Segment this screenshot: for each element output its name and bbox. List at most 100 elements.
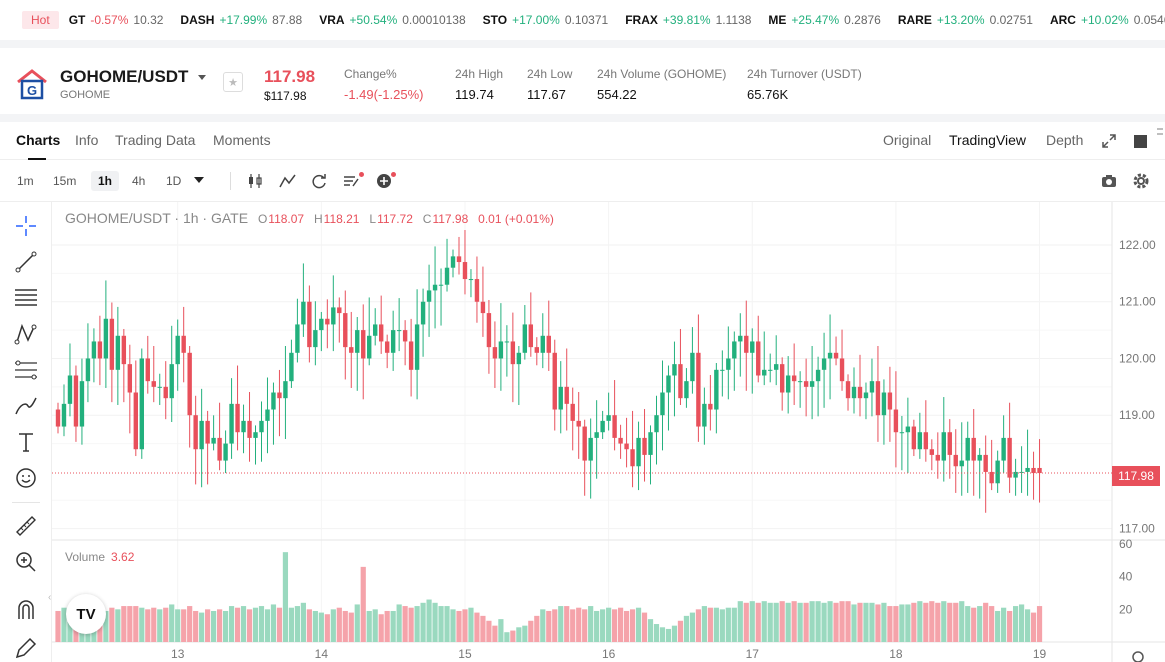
volume-bar bbox=[282, 552, 289, 642]
pair-name: GOHOME/USDT bbox=[60, 67, 189, 86]
brush-icon[interactable] bbox=[14, 394, 38, 418]
fullscreen-icon[interactable] bbox=[1102, 134, 1116, 148]
volume-bar bbox=[402, 606, 408, 642]
candle-type-icon[interactable] bbox=[246, 172, 264, 190]
candle-body bbox=[169, 364, 174, 399]
camera-icon[interactable] bbox=[1100, 172, 1118, 190]
tab-depth[interactable]: Depth bbox=[1046, 132, 1084, 148]
candle-body bbox=[708, 403, 713, 410]
candle-body bbox=[833, 352, 839, 359]
volume-bar bbox=[671, 625, 678, 642]
volume-bar bbox=[767, 602, 773, 642]
pencil-lock-icon[interactable] bbox=[14, 636, 38, 660]
ticker-item[interactable]: GT -0.57% 10.32 bbox=[69, 13, 164, 27]
interval-4h[interactable]: 4h bbox=[132, 174, 146, 188]
candle-body bbox=[361, 330, 366, 359]
templates-icon[interactable] bbox=[343, 172, 361, 190]
interval-1m[interactable]: 1m bbox=[17, 174, 34, 188]
price-chart[interactable]: 122.00 121.00 120.00 119.00 117.00 60 40 20 13 14… bbox=[48, 202, 1165, 662]
collapse-panel-icon[interactable]: ‹ bbox=[48, 592, 52, 603]
horizontal-lines-icon[interactable] bbox=[14, 286, 38, 310]
interval-15m[interactable]: 15m bbox=[53, 174, 77, 188]
volume-bar bbox=[905, 604, 911, 642]
legend-h-key: H bbox=[314, 212, 323, 226]
volume-bar bbox=[588, 606, 594, 642]
add-indicator-icon[interactable] bbox=[375, 172, 393, 190]
ticker-item[interactable]: VRA +50.54% 0.00010138 bbox=[319, 13, 465, 27]
trend-line-icon[interactable] bbox=[14, 250, 38, 274]
ticker-item[interactable]: STO +17.00% 0.10371 bbox=[483, 13, 609, 27]
pattern-icon[interactable] bbox=[14, 322, 38, 346]
emoji-icon[interactable] bbox=[14, 466, 38, 490]
refresh-icon[interactable] bbox=[310, 172, 328, 190]
volume-bar bbox=[761, 601, 767, 642]
volume-bar bbox=[629, 609, 636, 642]
tab-original[interactable]: Original bbox=[883, 132, 932, 148]
volume-tick-label: 60 bbox=[1119, 537, 1133, 551]
layout-icon[interactable] bbox=[1134, 135, 1147, 148]
ticker-item[interactable]: ME +25.47% 0.2876 bbox=[768, 13, 880, 27]
ticker-item[interactable]: ARC +10.02% 0.05467 bbox=[1050, 13, 1165, 27]
candle-body bbox=[594, 432, 599, 438]
candle-body bbox=[947, 432, 952, 455]
tradingview-logo[interactable]: TV bbox=[66, 594, 106, 634]
volume-bar bbox=[677, 620, 684, 642]
candle-body bbox=[642, 437, 647, 455]
tab-tradingview[interactable]: TradingView bbox=[949, 132, 1027, 148]
volume-bar bbox=[288, 607, 295, 642]
candle-body bbox=[851, 386, 857, 399]
candle-body bbox=[785, 375, 791, 393]
candle-body bbox=[791, 375, 797, 382]
hot-badge[interactable]: Hot bbox=[22, 11, 59, 29]
ticker-item[interactable]: FRAX +39.81% 1.1138 bbox=[625, 13, 751, 27]
change-stat: Change% -1.49(-1.25%) bbox=[344, 67, 423, 102]
volume-bar bbox=[809, 601, 815, 642]
tab-charts[interactable]: Charts bbox=[16, 132, 61, 160]
interval-1h[interactable]: 1h bbox=[91, 171, 120, 191]
candle-body bbox=[91, 341, 97, 359]
tab-info[interactable]: Info bbox=[75, 132, 99, 148]
more-menu-icon[interactable] bbox=[1156, 128, 1164, 140]
crosshair-icon[interactable] bbox=[14, 214, 38, 238]
volume-bar bbox=[857, 602, 863, 642]
volume-bar bbox=[659, 627, 666, 642]
candle-body bbox=[235, 403, 240, 433]
legend-c-key: C bbox=[422, 212, 432, 226]
candle-body bbox=[414, 324, 420, 370]
indicators-icon[interactable] bbox=[279, 172, 297, 190]
pair-selector[interactable]: GOHOME/USDT bbox=[60, 67, 207, 87]
interval-dropdown-icon[interactable] bbox=[194, 177, 204, 185]
volume-tick-label: 40 bbox=[1119, 570, 1133, 584]
volume-bar bbox=[755, 602, 761, 642]
tab-trading-data[interactable]: Trading Data bbox=[115, 132, 196, 148]
turnover-label: 24h Turnover (USDT) bbox=[747, 67, 862, 81]
volume-bar bbox=[438, 606, 444, 642]
zoom-in-icon[interactable] bbox=[14, 550, 38, 574]
candle-body bbox=[636, 437, 641, 467]
candle-body bbox=[588, 437, 593, 461]
settings-gear-icon[interactable] bbox=[1132, 172, 1150, 190]
candle-body bbox=[480, 301, 486, 314]
candle-body bbox=[217, 437, 222, 461]
volume-bar bbox=[546, 610, 552, 642]
favorite-star-icon[interactable]: ★ bbox=[223, 72, 243, 92]
tab-moments[interactable]: Moments bbox=[213, 132, 271, 148]
ticker-change: +39.81% bbox=[662, 13, 711, 27]
chart-toolbar: 1m 15m 1h 4h 1D bbox=[0, 160, 1165, 202]
text-tool-icon[interactable] bbox=[14, 430, 38, 454]
volume-bar bbox=[1013, 606, 1019, 642]
ticker-item[interactable]: RARE +13.20% 0.02751 bbox=[898, 13, 1033, 27]
interval-1d[interactable]: 1D bbox=[166, 174, 182, 188]
candle-body bbox=[265, 409, 270, 421]
candle-body bbox=[648, 432, 653, 455]
candle-body bbox=[301, 301, 306, 325]
ticker-item[interactable]: DASH +17.99% 87.88 bbox=[180, 13, 302, 27]
candle-body bbox=[1019, 471, 1024, 473]
chevron-down-icon bbox=[198, 74, 207, 80]
magnet-icon[interactable] bbox=[14, 598, 38, 622]
fib-icon[interactable] bbox=[14, 358, 38, 382]
ruler-icon[interactable] bbox=[14, 514, 38, 538]
legend-l-key: L bbox=[369, 212, 377, 226]
volume-bar bbox=[169, 604, 175, 642]
